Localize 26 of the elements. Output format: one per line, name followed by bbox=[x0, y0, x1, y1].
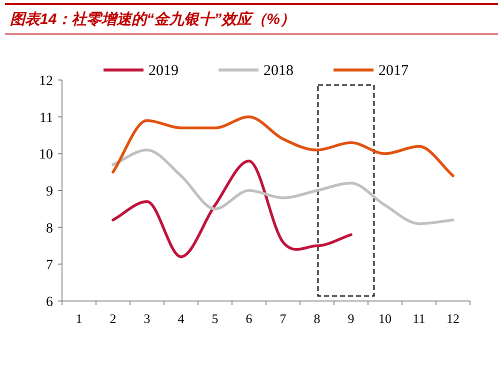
x-tick-label: 8 bbox=[314, 311, 320, 326]
legend-label: 2018 bbox=[264, 63, 294, 79]
x-tick-label: 7 bbox=[280, 311, 287, 326]
x-tick-label: 2 bbox=[110, 311, 116, 326]
x-tick-label: 3 bbox=[144, 311, 150, 326]
y-tick-label: 7 bbox=[46, 258, 53, 274]
x-tick-label: 10 bbox=[378, 311, 392, 326]
x-tick-label: 6 bbox=[246, 311, 253, 326]
x-tick-label: 5 bbox=[212, 311, 218, 326]
chart-title: 图表14：社零增速的“金九银十”效应（%） bbox=[10, 10, 296, 28]
x-tick-label: 12 bbox=[446, 311, 460, 326]
y-tick-label: 10 bbox=[39, 148, 53, 163]
line-series bbox=[112, 148, 454, 226]
x-tick-label: 9 bbox=[348, 311, 354, 326]
y-tick-label: 6 bbox=[46, 295, 53, 310]
x-tick-label: 11 bbox=[412, 311, 426, 326]
line-series bbox=[112, 115, 454, 178]
y-tick-label: 12 bbox=[39, 74, 53, 89]
legend-label: 2019 bbox=[148, 63, 178, 79]
y-tick-label: 11 bbox=[40, 110, 53, 126]
y-tick-label: 9 bbox=[46, 184, 53, 200]
line-series bbox=[112, 160, 352, 258]
y-tick-label: 8 bbox=[46, 221, 53, 236]
x-tick-label: 4 bbox=[178, 311, 185, 326]
x-tick-label: 1 bbox=[76, 311, 82, 326]
legend-label: 2017 bbox=[378, 63, 409, 79]
